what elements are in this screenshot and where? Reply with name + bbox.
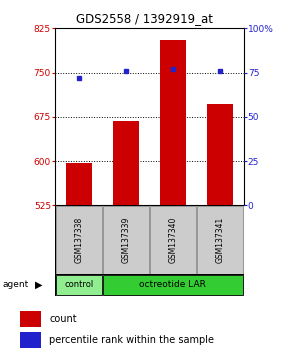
Text: GSM137338: GSM137338 [74, 217, 83, 263]
Text: GDS2558 / 1392919_at: GDS2558 / 1392919_at [77, 12, 213, 25]
Bar [207, 104, 233, 205]
Bar [66, 163, 92, 205]
Bar [160, 40, 186, 205]
Text: GSM137339: GSM137339 [121, 217, 130, 263]
Bar [113, 121, 139, 205]
Bar [20, 332, 41, 348]
Text: octreotide LAR: octreotide LAR [139, 280, 206, 290]
Text: agent: agent [3, 280, 29, 290]
Text: GSM137341: GSM137341 [215, 217, 224, 263]
Bar [150, 206, 196, 274]
Bar [197, 206, 243, 274]
Text: ▶: ▶ [35, 280, 43, 290]
Bar [20, 311, 41, 327]
Text: control: control [64, 280, 93, 290]
Bar [103, 206, 149, 274]
Bar [56, 206, 102, 274]
Text: GSM137340: GSM137340 [168, 217, 177, 263]
Text: count: count [49, 314, 77, 324]
Bar [56, 275, 102, 295]
Bar [103, 275, 243, 295]
Text: percentile rank within the sample: percentile rank within the sample [49, 335, 214, 345]
